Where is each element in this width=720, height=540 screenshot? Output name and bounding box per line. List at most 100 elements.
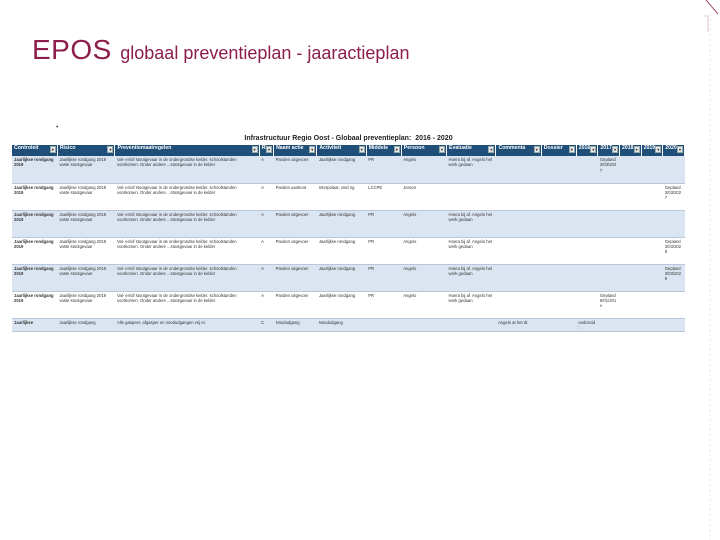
table-cell[interactable]: A xyxy=(259,210,274,238)
table-cell[interactable] xyxy=(576,291,598,319)
table-cell[interactable]: Gepland 3/03/202 7 xyxy=(662,183,685,211)
filter-dropdown-icon[interactable]: ▾ xyxy=(633,146,640,153)
table-cell[interactable] xyxy=(495,291,542,319)
column-header[interactable]: Persoon ▾ xyxy=(401,145,448,156)
table-cell[interactable]: A xyxy=(259,264,274,292)
table-cell[interactable]: Panden uitgevoer xyxy=(273,210,317,238)
filter-dropdown-icon[interactable]: ▾ xyxy=(612,146,619,153)
table-cell[interactable] xyxy=(641,156,663,184)
table-cell[interactable]: Val- en/of stootgevaar in de ondergronds… xyxy=(114,210,260,238)
table-cell[interactable]: LCCPE xyxy=(366,183,402,211)
table-cell[interactable] xyxy=(541,210,577,238)
column-header[interactable]: Dossier ▾ xyxy=(541,145,577,156)
table-cell[interactable]: Jaarlijkse rondgang 2019 xyxy=(12,264,58,292)
table-cell[interactable] xyxy=(641,291,663,319)
table-cell[interactable]: Angelo xyxy=(401,210,447,238)
table-cell[interactable]: Jaarlijkse rondgang 2019 vaste stootgeva… xyxy=(57,264,115,292)
table-cell[interactable]: Hoera bij af. Angelo het werk gedaan xyxy=(446,210,496,238)
column-header[interactable]: Commenta ▾ xyxy=(495,145,542,156)
column-header[interactable]: Risico ▾ xyxy=(57,145,116,156)
table-cell[interactable]: Jeroen xyxy=(401,183,447,211)
table-cell[interactable]: Panden uitgevoer xyxy=(273,291,317,319)
filter-dropdown-icon[interactable]: ▾ xyxy=(49,146,56,153)
filter-dropdown-icon[interactable]: ▾ xyxy=(309,146,316,153)
table-cell[interactable] xyxy=(541,264,577,292)
table-cell[interactable]: A xyxy=(259,291,274,319)
table-cell[interactable]: Jaarlijkse rondgang 2019 vaste stootgeva… xyxy=(57,156,115,184)
table-cell[interactable]: Jaarlijkse rondgang xyxy=(316,291,367,319)
table-cell[interactable] xyxy=(597,318,620,333)
table-cell[interactable] xyxy=(541,156,577,184)
filter-dropdown-icon[interactable]: ▾ xyxy=(266,146,273,153)
column-header[interactable]: 2017 ▾ xyxy=(597,145,621,156)
table-cell[interactable]: Hoera bij af. Angelo het werk gedaan xyxy=(446,264,496,292)
table-cell[interactable] xyxy=(641,264,663,292)
table-cell[interactable] xyxy=(619,210,642,238)
table-cell[interactable] xyxy=(541,291,577,319)
table-cell[interactable]: Noodudgang xyxy=(273,318,317,333)
table-cell[interactable]: Jaarlijkse rondgang xyxy=(316,210,367,238)
table-cell[interactable]: Gepland 3/03/202 8 xyxy=(662,237,685,265)
filter-dropdown-icon[interactable]: ▾ xyxy=(107,146,114,153)
filter-dropdown-icon[interactable]: ▾ xyxy=(568,146,575,153)
table-cell[interactable] xyxy=(576,183,598,211)
table-cell[interactable] xyxy=(619,156,642,184)
filter-dropdown-icon[interactable]: ▾ xyxy=(393,146,400,153)
filter-dropdown-icon[interactable]: ▾ xyxy=(590,146,597,153)
table-cell[interactable]: Hoera bij af. Angelo het werk gedaan xyxy=(446,237,496,265)
table-cell[interactable] xyxy=(495,264,542,292)
table-cell[interactable]: A xyxy=(259,183,274,211)
table-cell[interactable]: Hoera bij af. Angelo het werk gedaan xyxy=(446,156,496,184)
table-cell[interactable] xyxy=(662,318,685,333)
table-cell[interactable] xyxy=(619,318,642,333)
table-cell[interactable]: PR xyxy=(366,210,402,238)
column-header[interactable]: Naam actie ▾ xyxy=(273,145,318,156)
table-cell[interactable]: Angelo xyxy=(401,291,447,319)
filter-dropdown-icon[interactable]: ▾ xyxy=(677,146,683,153)
table-cell[interactable] xyxy=(495,156,542,184)
table-cell[interactable] xyxy=(619,183,642,211)
filter-dropdown-icon[interactable]: ▾ xyxy=(439,146,446,153)
filter-dropdown-icon[interactable]: ▾ xyxy=(358,146,365,153)
table-cell[interactable]: Panden uitgevoer xyxy=(273,264,317,292)
table-cell[interactable] xyxy=(541,183,577,211)
table-cell[interactable]: Alle gaspeer, afgasper en noodudgangen v… xyxy=(114,318,260,333)
table-cell[interactable] xyxy=(619,291,642,319)
table-cell[interactable]: Jaarlijkse xyxy=(12,318,58,333)
table-cell[interactable] xyxy=(576,237,598,265)
table-cell[interactable] xyxy=(662,210,685,238)
table-cell[interactable] xyxy=(662,291,685,319)
table-cell[interactable]: Hoera bij af. Angelo het werk gedaan xyxy=(446,291,496,319)
table-cell[interactable] xyxy=(495,210,542,238)
table-cell[interactable]: Val- en/of stootgevaar in de ondergronds… xyxy=(114,237,260,265)
table-cell[interactable]: Panden aankoot xyxy=(273,183,317,211)
table-cell[interactable] xyxy=(597,264,620,292)
table-cell[interactable] xyxy=(641,183,663,211)
table-cell[interactable]: Jaarlijkse rondgang xyxy=(57,318,115,333)
table-cell[interactable]: ondcsoid: xyxy=(576,318,598,333)
table-cell[interactable]: Jaarlijkse rondgang xyxy=(316,237,367,265)
table-cell[interactable]: Jaarlijkse rondgang xyxy=(316,264,367,292)
table-cell[interactable] xyxy=(641,318,663,333)
table-cell[interactable] xyxy=(641,237,663,265)
column-header[interactable]: Preventiemaatregelen ▾ xyxy=(114,145,260,156)
filter-dropdown-icon[interactable]: ▾ xyxy=(251,146,258,153)
table-cell[interactable] xyxy=(597,237,620,265)
table-cell[interactable] xyxy=(576,156,598,184)
table-cell[interactable]: A xyxy=(259,237,274,265)
table-cell[interactable]: Panden uitgevoer xyxy=(273,156,317,184)
table-cell[interactable] xyxy=(597,210,620,238)
table-cell[interactable] xyxy=(541,237,577,265)
table-cell[interactable] xyxy=(495,183,542,211)
table-cell[interactable]: Val- en/of stootgevaar in de ondergronds… xyxy=(114,264,260,292)
table-cell[interactable]: PR xyxy=(366,237,402,265)
table-cell[interactable] xyxy=(597,183,620,211)
column-header[interactable]: 2020 ▾ xyxy=(662,145,685,156)
table-cell[interactable]: Jaarlijkse rondgang 2019 vaste stootgeva… xyxy=(57,237,115,265)
table-cell[interactable] xyxy=(401,318,447,333)
table-cell[interactable]: Jaarlijkse rondgang 2019 xyxy=(12,237,58,265)
filter-dropdown-icon[interactable]: ▾ xyxy=(533,146,540,153)
table-cell[interactable]: Angelo xyxy=(401,264,447,292)
table-cell[interactable]: Val- en/of stootgevaar in de ondergronds… xyxy=(114,291,260,319)
table-cell[interactable]: Gepland 9/01/201 v xyxy=(597,291,620,319)
